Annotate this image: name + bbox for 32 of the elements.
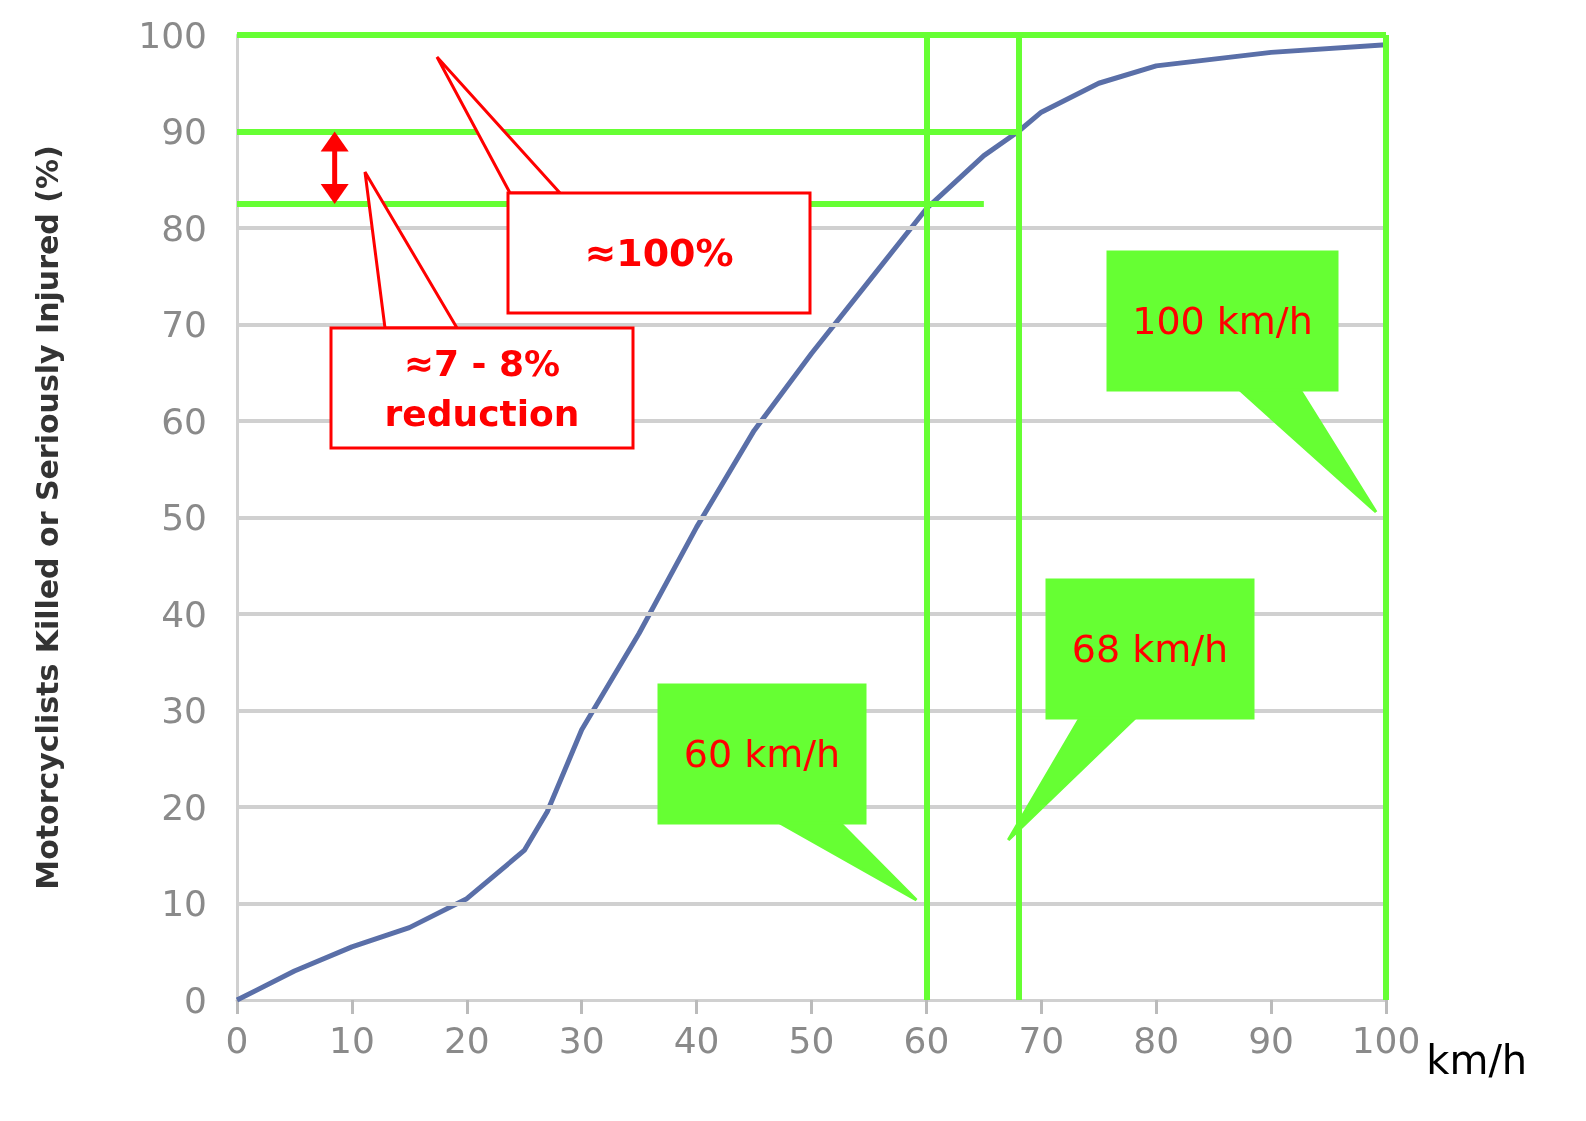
y-tick-label: 50 bbox=[161, 497, 207, 538]
x-tick-label: 0 bbox=[225, 1019, 249, 1061]
y-tick-label: 70 bbox=[161, 304, 207, 345]
y-tick-label: 60 bbox=[161, 400, 207, 442]
x-tick-label: 30 bbox=[558, 1019, 605, 1061]
x-tick-label: 10 bbox=[328, 1019, 375, 1061]
y-tick-label: 40 bbox=[161, 593, 207, 635]
speech-bubble: ≈100% bbox=[435, 55, 812, 315]
x-axis-title: km/h bbox=[1426, 1037, 1528, 1083]
y-tick-label: 80 bbox=[161, 207, 207, 249]
y-tick-label: 0 bbox=[184, 979, 207, 1021]
ref-line-label: 68 km/h bbox=[1071, 627, 1229, 671]
annotation: ≈100% bbox=[584, 231, 734, 275]
annotation: ≈7 - 8% reduction bbox=[384, 342, 580, 434]
speech-bubble: 68 km/h bbox=[1006, 578, 1255, 842]
y-tick-label: 90 bbox=[161, 111, 207, 152]
x-tick-label: 50 bbox=[788, 1019, 835, 1061]
x-tick-label: 20 bbox=[443, 1019, 490, 1061]
y-axis-title: Motorcyclists Killed or Seriously Injured (%) bbox=[29, 145, 65, 890]
x-tick-label: 60 bbox=[903, 1019, 950, 1061]
y-tick-label: 20 bbox=[161, 786, 207, 828]
ref-line-label: 60 km/h bbox=[683, 732, 841, 776]
x-tick-label: 70 bbox=[1018, 1019, 1065, 1061]
x-tick-label: 40 bbox=[673, 1019, 720, 1061]
y-tick-label: 30 bbox=[161, 690, 207, 731]
y-tick-label: 100 bbox=[138, 14, 207, 56]
y-tick-label: 10 bbox=[161, 883, 207, 924]
x-tick-label: 80 bbox=[1133, 1019, 1180, 1061]
x-tick-label: 90 bbox=[1248, 1019, 1295, 1061]
x-tick-label: 100 bbox=[1351, 1019, 1421, 1061]
speech-bubble: 100 km/h bbox=[1106, 250, 1378, 514]
ref-line-label: 100 km/h bbox=[1132, 299, 1313, 343]
